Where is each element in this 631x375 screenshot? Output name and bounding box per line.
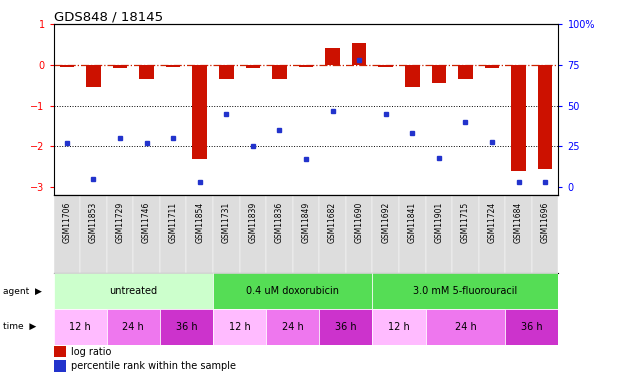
Text: 36 h: 36 h [335,322,357,332]
Text: untreated: untreated [109,286,157,296]
FancyBboxPatch shape [452,195,479,273]
FancyBboxPatch shape [532,195,558,273]
Bar [432,65,446,83]
Text: 24 h: 24 h [454,322,476,332]
Text: 12 h: 12 h [69,322,91,332]
FancyBboxPatch shape [160,309,213,345]
FancyBboxPatch shape [133,195,160,273]
Text: log ratio: log ratio [71,347,112,357]
Text: GSM11690: GSM11690 [355,201,363,243]
Bar [166,65,180,67]
Bar [54,346,66,357]
FancyBboxPatch shape [425,309,505,345]
Bar [485,65,499,68]
Text: GSM11839: GSM11839 [249,201,257,243]
FancyBboxPatch shape [266,309,319,345]
Text: GSM11711: GSM11711 [168,201,178,243]
Text: GSM11901: GSM11901 [434,201,444,243]
Bar [458,65,473,79]
Text: GSM11724: GSM11724 [488,201,497,243]
FancyBboxPatch shape [213,309,266,345]
Text: time  ▶: time ▶ [3,322,37,332]
Text: GSM11854: GSM11854 [195,201,204,243]
FancyBboxPatch shape [346,195,372,273]
Text: GSM11729: GSM11729 [115,201,124,243]
FancyBboxPatch shape [187,195,213,273]
Text: 24 h: 24 h [122,322,144,332]
Bar [54,360,66,372]
Bar [139,65,154,79]
FancyBboxPatch shape [107,309,160,345]
Bar [538,65,553,169]
Text: 3.0 mM 5-fluorouracil: 3.0 mM 5-fluorouracil [413,286,517,296]
Text: GSM11696: GSM11696 [541,201,550,243]
Text: 36 h: 36 h [521,322,543,332]
Text: GSM11841: GSM11841 [408,201,417,243]
Bar [326,48,340,65]
FancyBboxPatch shape [399,195,425,273]
FancyBboxPatch shape [372,309,425,345]
Text: GSM11715: GSM11715 [461,201,470,243]
Text: GSM11706: GSM11706 [62,201,71,243]
Text: GSM11682: GSM11682 [328,201,337,243]
Bar [379,65,393,67]
FancyBboxPatch shape [54,309,107,345]
FancyBboxPatch shape [319,309,372,345]
FancyBboxPatch shape [80,195,107,273]
Text: 24 h: 24 h [282,322,304,332]
Text: 12 h: 12 h [388,322,410,332]
FancyBboxPatch shape [266,195,293,273]
Bar [298,65,314,67]
Bar [405,65,420,87]
Text: percentile rank within the sample: percentile rank within the sample [71,361,236,371]
FancyBboxPatch shape [213,273,372,309]
FancyBboxPatch shape [293,195,319,273]
Bar [113,65,127,68]
Text: GSM11692: GSM11692 [381,201,390,243]
FancyBboxPatch shape [505,195,532,273]
Text: GSM11746: GSM11746 [142,201,151,243]
FancyBboxPatch shape [425,195,452,273]
Bar [86,65,101,87]
Text: 36 h: 36 h [175,322,198,332]
FancyBboxPatch shape [372,195,399,273]
Text: GSM11853: GSM11853 [89,201,98,243]
FancyBboxPatch shape [160,195,187,273]
Bar [59,65,74,67]
FancyBboxPatch shape [372,273,558,309]
Text: GSM11849: GSM11849 [302,201,310,243]
Text: GSM11836: GSM11836 [275,201,284,243]
Bar [352,43,367,65]
Bar [272,65,286,79]
FancyBboxPatch shape [213,195,240,273]
Bar [245,65,260,68]
FancyBboxPatch shape [505,309,558,345]
FancyBboxPatch shape [107,195,133,273]
Bar [192,65,207,159]
Text: GDS848 / 18145: GDS848 / 18145 [54,10,163,23]
Text: agent  ▶: agent ▶ [3,287,42,296]
FancyBboxPatch shape [319,195,346,273]
FancyBboxPatch shape [54,273,213,309]
Text: GSM11731: GSM11731 [222,201,231,243]
FancyBboxPatch shape [240,195,266,273]
Text: 0.4 uM doxorubicin: 0.4 uM doxorubicin [246,286,339,296]
Text: GSM11684: GSM11684 [514,201,523,243]
Bar [511,65,526,171]
Text: 12 h: 12 h [229,322,251,332]
FancyBboxPatch shape [54,195,80,273]
Bar [219,65,233,79]
FancyBboxPatch shape [479,195,505,273]
